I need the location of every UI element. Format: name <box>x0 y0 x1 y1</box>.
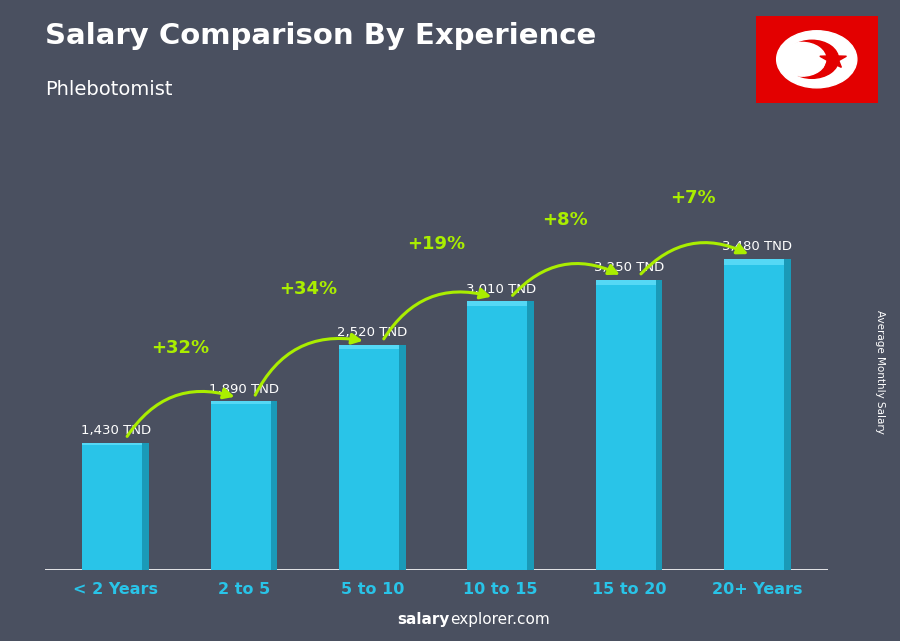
Bar <box>724 259 784 570</box>
Bar <box>596 280 656 570</box>
Circle shape <box>778 42 826 76</box>
Bar <box>339 345 399 570</box>
FancyArrowPatch shape <box>383 289 488 339</box>
Text: Salary Comparison By Experience: Salary Comparison By Experience <box>45 22 596 51</box>
Bar <box>527 301 534 570</box>
FancyArrowPatch shape <box>513 263 617 296</box>
Bar <box>142 442 149 570</box>
Text: 3,010 TND: 3,010 TND <box>465 283 536 296</box>
Text: +19%: +19% <box>408 235 465 253</box>
Text: Average Monthly Salary: Average Monthly Salary <box>875 310 886 434</box>
Bar <box>211 401 271 404</box>
Bar <box>784 259 791 570</box>
Bar <box>82 442 142 570</box>
Circle shape <box>785 40 839 78</box>
FancyArrowPatch shape <box>641 242 745 274</box>
Bar <box>271 401 277 570</box>
Polygon shape <box>820 49 846 67</box>
Bar <box>596 280 656 285</box>
Text: +34%: +34% <box>279 280 338 298</box>
Text: +32%: +32% <box>150 338 209 356</box>
Text: 1,430 TND: 1,430 TND <box>80 424 150 437</box>
FancyArrowPatch shape <box>256 335 359 395</box>
Bar <box>467 301 527 570</box>
Text: +7%: +7% <box>670 188 716 206</box>
Text: 2,520 TND: 2,520 TND <box>338 326 408 339</box>
FancyArrowPatch shape <box>127 389 231 437</box>
Bar <box>467 301 527 306</box>
Text: +8%: +8% <box>542 211 588 229</box>
Text: 3,250 TND: 3,250 TND <box>594 261 664 274</box>
Bar <box>211 401 271 570</box>
Text: explorer.com: explorer.com <box>450 612 550 627</box>
Circle shape <box>777 31 857 88</box>
Text: 3,480 TND: 3,480 TND <box>723 240 792 253</box>
Text: salary: salary <box>398 612 450 627</box>
Bar <box>399 345 406 570</box>
Bar <box>724 259 784 265</box>
Text: Phlebotomist: Phlebotomist <box>45 80 173 99</box>
Bar <box>339 345 399 349</box>
Bar <box>82 442 142 445</box>
Text: 1,890 TND: 1,890 TND <box>209 383 279 395</box>
Bar <box>656 280 662 570</box>
